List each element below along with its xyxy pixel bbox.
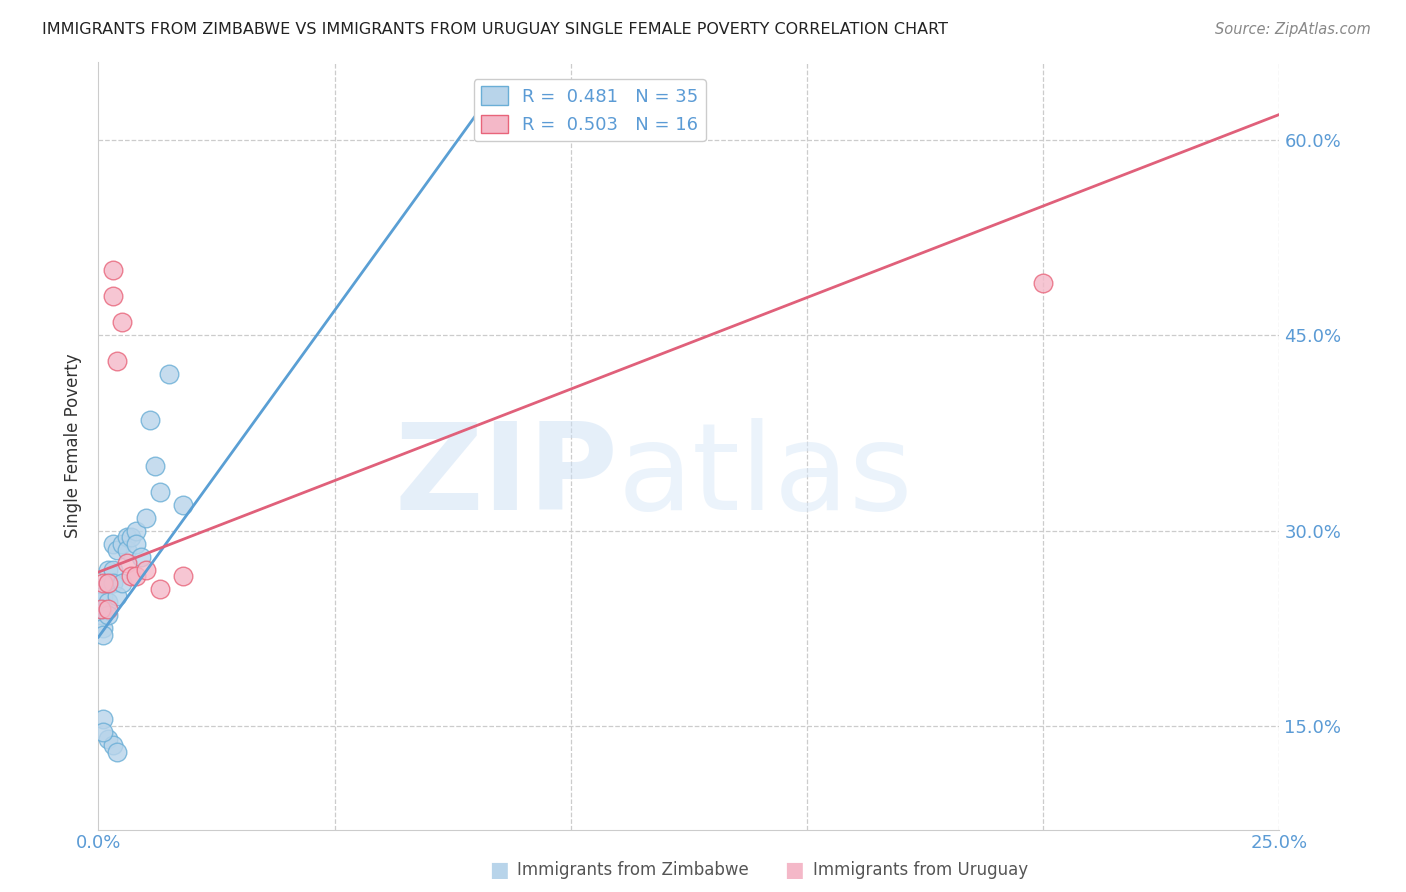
Point (115, 543, 138, 558)
Point (139, 413, 162, 427)
Point (91, 725, 114, 739)
Point (89, 595, 111, 609)
Point (101, 289, 124, 303)
Legend: R =  0.481   N = 35, R =  0.503   N = 16: R = 0.481 N = 35, R = 0.503 N = 16 (474, 79, 706, 141)
Point (90, 601, 112, 615)
Point (91, 601, 114, 615)
Point (90, 607, 112, 622)
Text: Immigrants from Uruguay: Immigrants from Uruguay (813, 861, 1028, 879)
Point (105, 354, 128, 368)
Point (97, 575, 120, 590)
Point (101, 738, 124, 752)
Point (135, 562, 157, 576)
Point (101, 575, 124, 590)
Point (91, 627, 114, 641)
Point (607, 107, 630, 121)
Point (115, 556, 138, 570)
Point (101, 562, 124, 576)
Point (97, 607, 120, 622)
Point (157, 368, 180, 382)
Point (97, 575, 120, 590)
Point (91, 621, 114, 635)
Point (97, 595, 120, 609)
Text: ZIP: ZIP (394, 418, 619, 535)
Point (125, 536, 148, 550)
Text: IMMIGRANTS FROM ZIMBABWE VS IMMIGRANTS FROM URUGUAY SINGLE FEMALE POVERTY CORREL: IMMIGRANTS FROM ZIMBABWE VS IMMIGRANTS F… (42, 22, 948, 37)
Point (125, 569, 148, 583)
Point (91, 712, 114, 726)
Text: Source: ZipAtlas.com: Source: ZipAtlas.com (1215, 22, 1371, 37)
Point (121, 569, 143, 583)
Point (97, 601, 120, 615)
Point (111, 575, 134, 590)
Text: ■: ■ (785, 860, 804, 880)
Point (172, 569, 194, 583)
Point (91, 589, 114, 603)
Point (143, 458, 166, 473)
Point (115, 530, 138, 544)
Text: Immigrants from Zimbabwe: Immigrants from Zimbabwe (517, 861, 749, 879)
Point (111, 316, 134, 330)
Text: ■: ■ (489, 860, 509, 880)
Text: atlas: atlas (619, 418, 914, 535)
Point (149, 484, 172, 499)
Point (101, 263, 124, 277)
Point (111, 536, 134, 550)
Point (1032, 277, 1054, 291)
Point (105, 543, 128, 558)
Y-axis label: Single Female Poverty: Single Female Poverty (65, 354, 83, 538)
Point (172, 498, 194, 512)
Point (149, 582, 172, 596)
Point (97, 562, 120, 576)
Point (135, 510, 157, 524)
Point (101, 536, 124, 550)
Point (91, 601, 114, 615)
Point (97, 731, 120, 746)
Point (105, 589, 128, 603)
Point (125, 524, 148, 538)
Point (129, 549, 152, 564)
Point (105, 745, 128, 759)
Point (91, 575, 114, 590)
Point (121, 530, 143, 544)
